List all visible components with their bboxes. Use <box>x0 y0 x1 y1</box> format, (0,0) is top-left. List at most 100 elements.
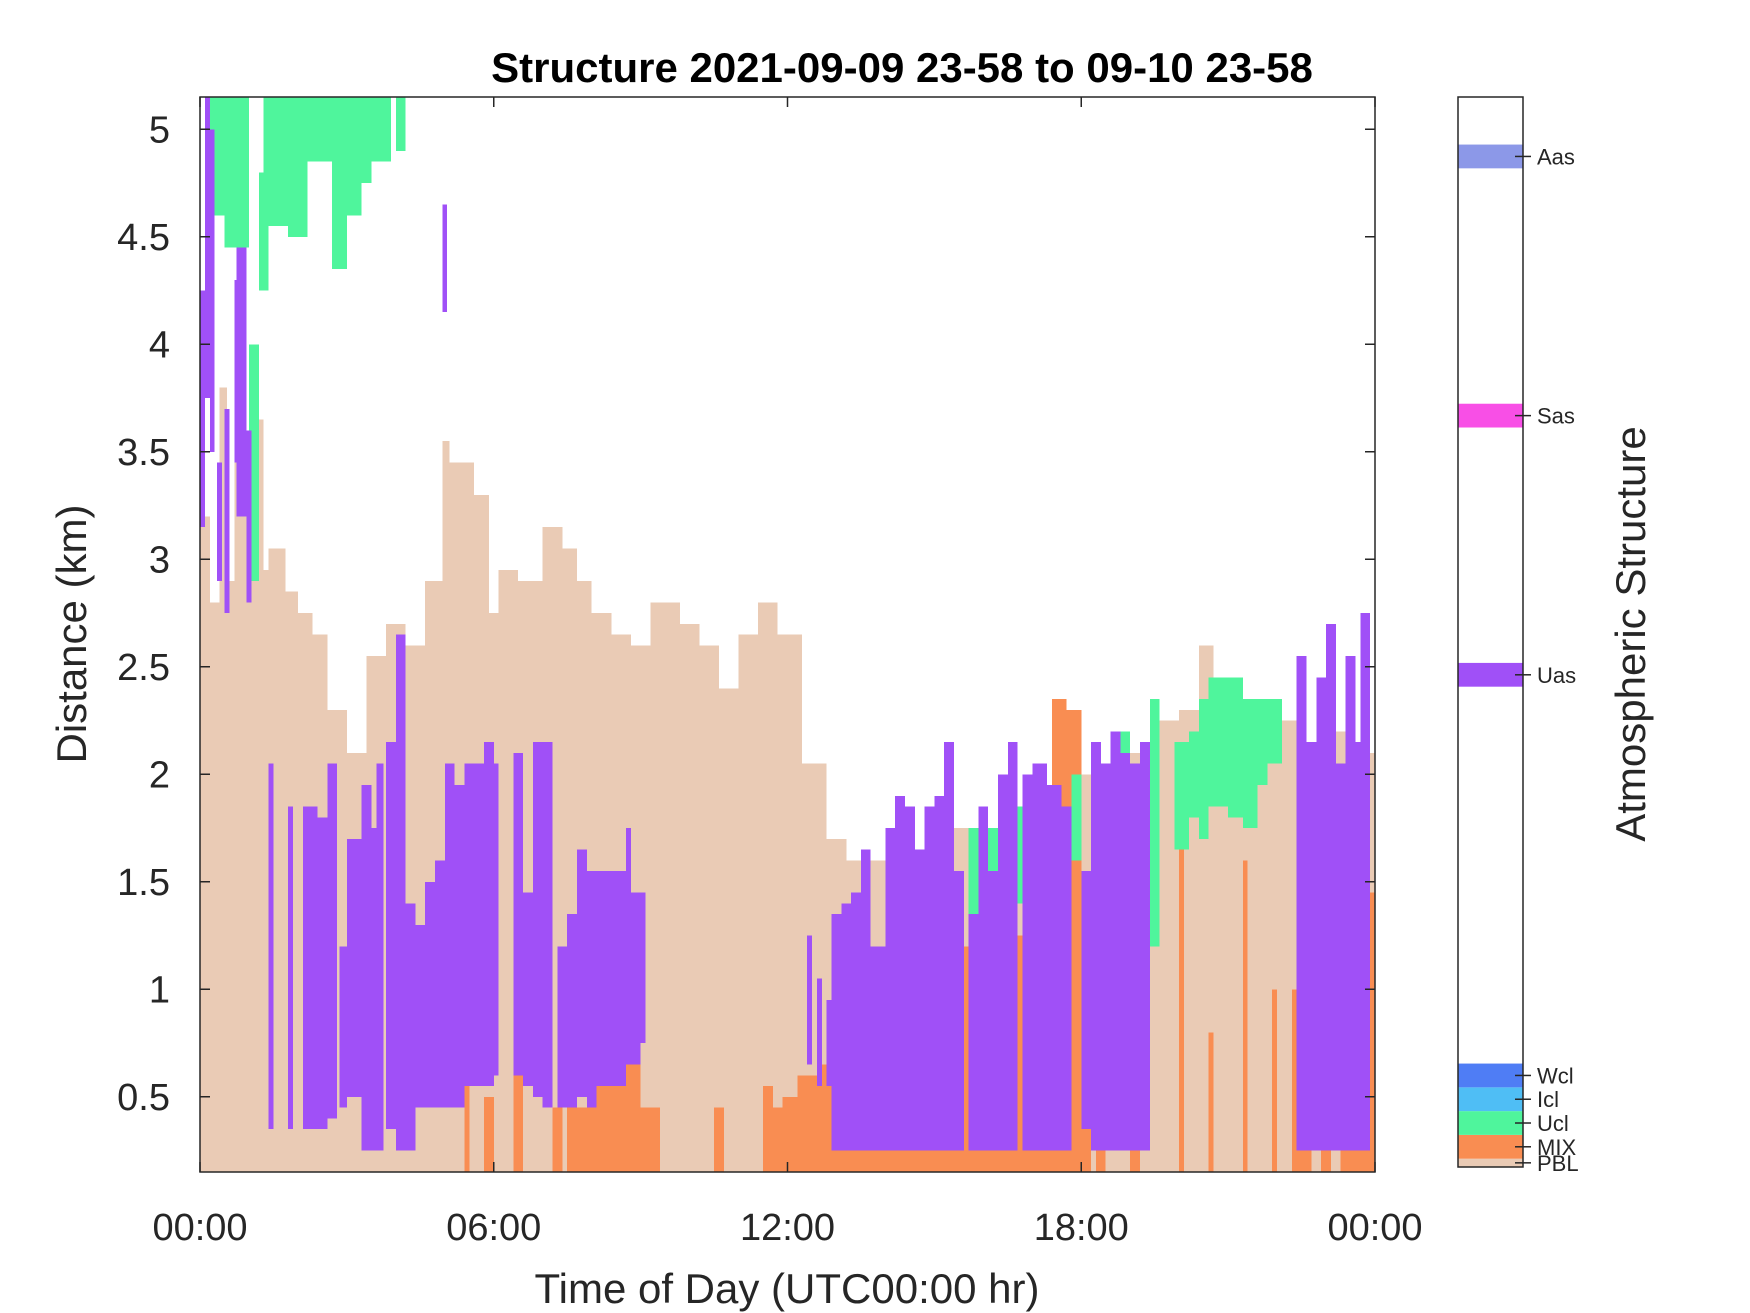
uas-segment <box>1091 742 1101 1151</box>
ucl-segment <box>1228 677 1243 818</box>
colorbar-tick-label: Wcl <box>1537 1063 1574 1088</box>
uas-segment <box>217 462 223 581</box>
uas-segment <box>826 1000 832 1086</box>
colorbar-tick-label: PBL <box>1537 1151 1579 1176</box>
mix-segment <box>567 1107 592 1172</box>
ucl-segment <box>395 97 406 151</box>
uas-segment <box>1130 763 1140 1151</box>
colorbar-swatch-aas <box>1458 144 1523 169</box>
pbl-segment <box>1213 709 1229 1172</box>
uas-segment <box>557 946 568 1108</box>
uas-segment <box>1140 742 1150 1151</box>
uas-segment <box>968 914 979 1151</box>
uas-segment <box>288 806 294 1129</box>
y-tick-label: 1 <box>149 969 170 1011</box>
uas-segment <box>1326 623 1336 1151</box>
ucl-segment <box>1188 731 1199 818</box>
mix-segment <box>1208 1032 1214 1172</box>
ucl-segment <box>263 97 289 226</box>
mix-segment <box>714 1107 724 1172</box>
uas-segment <box>640 892 646 1043</box>
uas-segment <box>246 430 252 603</box>
uas-segment <box>1046 785 1062 1151</box>
colorbar-tick-label: MIX <box>1537 1135 1576 1160</box>
y-tick-label: 0.5 <box>117 1077 170 1119</box>
mix-segment <box>1272 989 1278 1172</box>
colorbar-background <box>1458 97 1523 1167</box>
colorbar-swatch-ucl <box>1458 1111 1523 1135</box>
uas-segment <box>905 806 915 1151</box>
uas-segment <box>513 752 524 1076</box>
uas-segment <box>988 871 999 1151</box>
mix-segment <box>763 1086 773 1172</box>
ucl-segment <box>288 97 308 237</box>
y-tick-label: 4 <box>149 324 170 366</box>
mix-segment <box>483 1096 494 1172</box>
ucl-segment <box>1267 699 1282 764</box>
uas-segment <box>1110 731 1121 1151</box>
mix-segment <box>816 1064 827 1172</box>
mix-segment <box>464 1075 470 1172</box>
uas-segment <box>1335 763 1346 1151</box>
pbl-segment <box>248 559 259 1172</box>
ucl-segment <box>1071 774 1082 861</box>
uas-segment <box>435 860 445 1108</box>
uas-segment <box>1022 774 1033 1151</box>
uas-segment <box>317 817 328 1129</box>
pbl-segment <box>699 645 719 1172</box>
colorbar-swatch-mix <box>1458 1134 1523 1159</box>
uas-segment <box>944 742 954 1151</box>
uas-segment <box>1061 806 1072 1151</box>
pbl-segment <box>200 516 210 1172</box>
colorbar-tick-label: Aas <box>1537 144 1575 169</box>
mix-segment <box>1242 860 1248 1172</box>
uas-segment <box>209 129 215 452</box>
ucl-segment <box>1149 699 1160 947</box>
uas-segment <box>454 785 465 1108</box>
ucl-segment <box>258 172 269 291</box>
colorbar-tick-label: Sas <box>1537 404 1575 429</box>
uas-segment <box>870 946 886 1151</box>
uas-segment <box>236 247 247 517</box>
y-axis: 0.5 1 1.5 2 2.5 3 3.5 4 4.5 5 <box>117 109 1375 1119</box>
uas-segment <box>630 892 641 1065</box>
x-tick-label: 12:00 <box>740 1207 835 1249</box>
uas-segment <box>841 903 852 1151</box>
uas-segment <box>395 634 406 1151</box>
uas-segment <box>327 763 338 1119</box>
uas-segment <box>576 849 587 1097</box>
ucl-segment <box>1242 699 1258 828</box>
uas-segment <box>200 290 205 527</box>
uas-segment <box>268 763 274 1129</box>
uas-segment <box>914 849 925 1151</box>
uas-segment <box>415 924 426 1108</box>
pbl-segment <box>263 570 269 1172</box>
plot-area <box>199 96 1376 1173</box>
mix-segment <box>772 1107 783 1172</box>
ucl-segment <box>381 97 391 162</box>
uas-segment <box>816 978 822 1086</box>
uas-segment <box>1032 763 1047 1151</box>
mix-segment <box>1365 892 1375 1172</box>
uas-segment <box>339 946 347 1108</box>
mix-segment <box>552 1107 563 1172</box>
ucl-segment <box>1208 677 1229 807</box>
uas-segment <box>224 408 230 613</box>
ucl-segment <box>248 344 259 581</box>
pbl-segment <box>718 688 739 1172</box>
uas-segment <box>1120 752 1131 1151</box>
x-axis-label: Time of Day (UTC00:00 hr) <box>535 1265 1040 1312</box>
uas-segment <box>493 763 499 1076</box>
colorbar-swatch-wcl <box>1458 1063 1523 1088</box>
uas-segment <box>625 828 631 1065</box>
uas-segment <box>1316 677 1327 1151</box>
uas-segment <box>444 763 455 1108</box>
uas-segment <box>998 774 1008 1151</box>
uas-segment <box>1345 656 1356 1151</box>
x-tick-label: 00:00 <box>152 1207 247 1249</box>
y-tick-label: 1.5 <box>117 862 170 904</box>
uas-segment <box>1355 742 1361 1151</box>
x-tick-label: 00:00 <box>1327 1207 1422 1249</box>
